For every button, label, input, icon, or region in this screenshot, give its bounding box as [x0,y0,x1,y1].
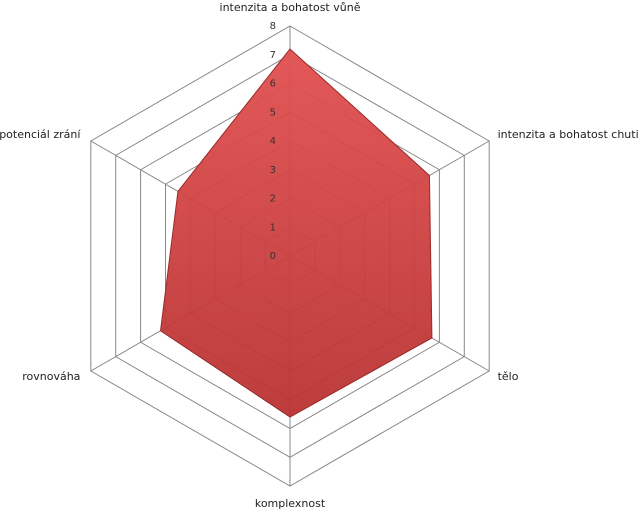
tick-label: 5 [270,107,276,118]
category-label: rovnováha [22,370,80,383]
category-label: intenzita a bohatost chuti [498,128,639,141]
category-label: tělo [498,370,519,383]
tick-label: 4 [270,136,276,147]
tick-label: 7 [270,50,276,61]
tick-label: 8 [270,21,276,32]
category-label: komplexnost [255,497,326,510]
category-label: intenzita a bohatost vůně [220,1,361,14]
category-label: potenciál zrání [0,128,81,141]
tick-label: 2 [270,194,276,205]
tick-label: 1 [270,222,276,233]
tick-label: 6 [270,79,276,90]
tick-label: 3 [270,165,276,176]
tick-label: 0 [270,251,276,262]
data-area [159,48,433,418]
